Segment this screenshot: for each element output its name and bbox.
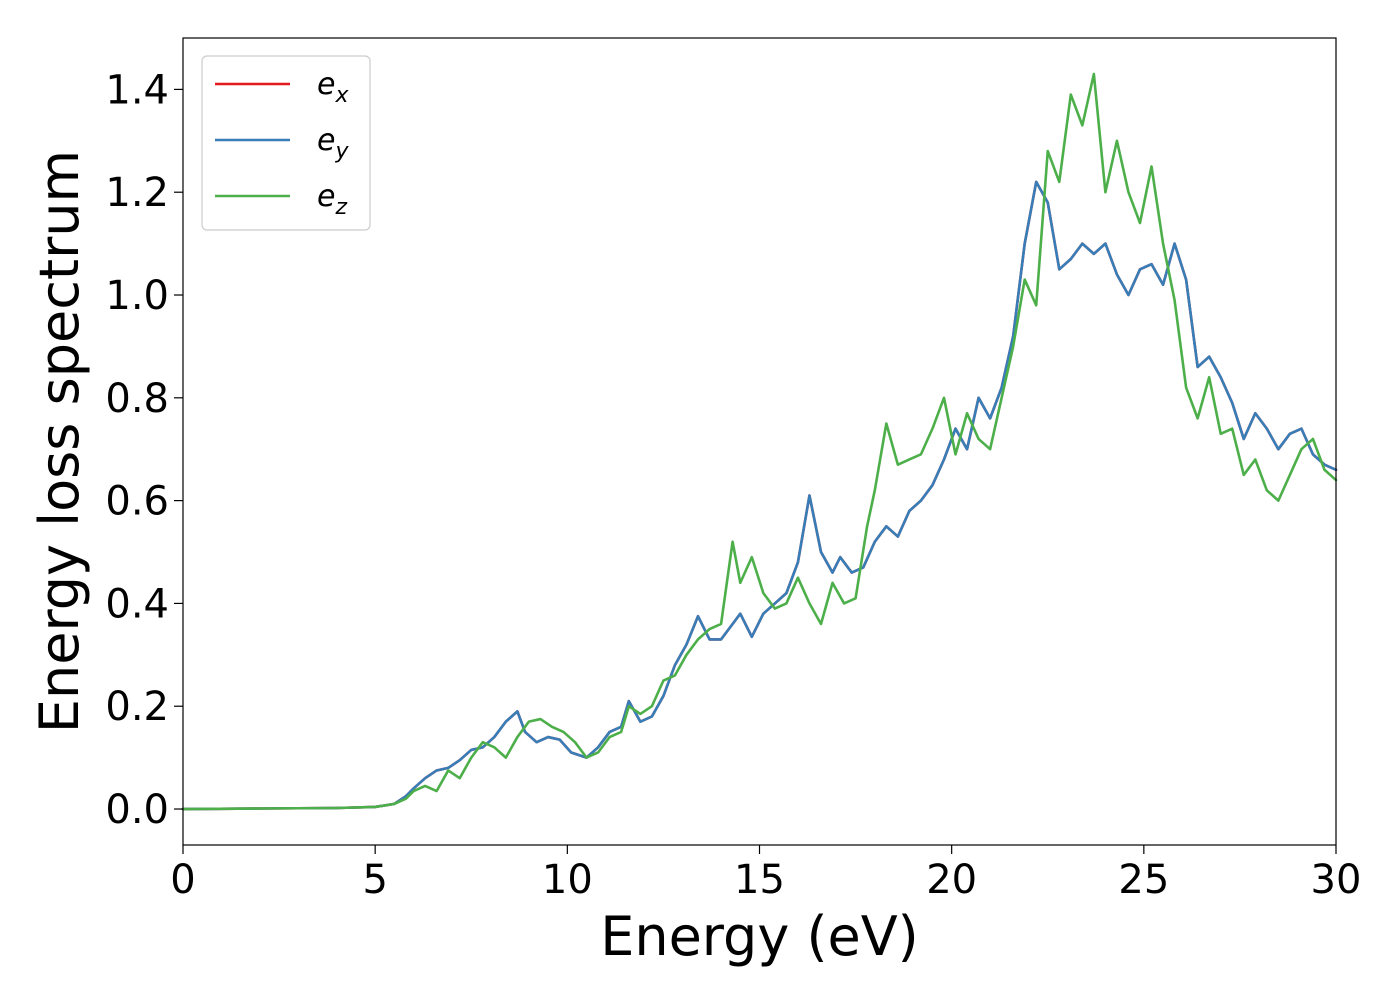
x-tick-label: 30 <box>1311 857 1362 903</box>
y-tick-label: 0.0 <box>105 787 169 833</box>
y-tick-label: 0.4 <box>105 581 169 627</box>
y-tick-label: 1.4 <box>105 67 169 113</box>
y-tick-label: 1.0 <box>105 273 169 319</box>
y-axis-label: Energy loss spectrum <box>28 150 91 733</box>
y-tick-label: 0.8 <box>105 376 169 422</box>
ticks-layer: 0 5 10 15 20 25 30 0.0 0.2 0.4 0.6 0.8 1.0 1.2 1.4 <box>105 67 1361 903</box>
y-tick-label: 0.6 <box>105 479 169 525</box>
y-tick-label: 0.2 <box>105 684 169 730</box>
x-axis-label: Energy (eV) <box>600 905 919 968</box>
x-tick-label: 20 <box>926 857 977 903</box>
legend-label-z: ez <box>317 179 347 220</box>
series-line-y <box>181 180 1338 811</box>
series-line-z <box>181 72 1338 811</box>
x-tick-label: 25 <box>1118 857 1169 903</box>
x-tick-label: 10 <box>542 857 593 903</box>
legend: ex ey ez <box>201 55 371 231</box>
legend-box <box>201 55 371 231</box>
series-line-x <box>181 180 1338 811</box>
series-layer <box>181 72 1338 811</box>
legend-label-y: ey <box>317 123 349 164</box>
y-tick-label: 1.2 <box>105 170 169 216</box>
x-tick-label: 5 <box>362 857 387 903</box>
x-tick-label: 15 <box>734 857 785 903</box>
legend-label-x: ex <box>317 67 349 108</box>
x-tick-label: 0 <box>170 857 195 903</box>
